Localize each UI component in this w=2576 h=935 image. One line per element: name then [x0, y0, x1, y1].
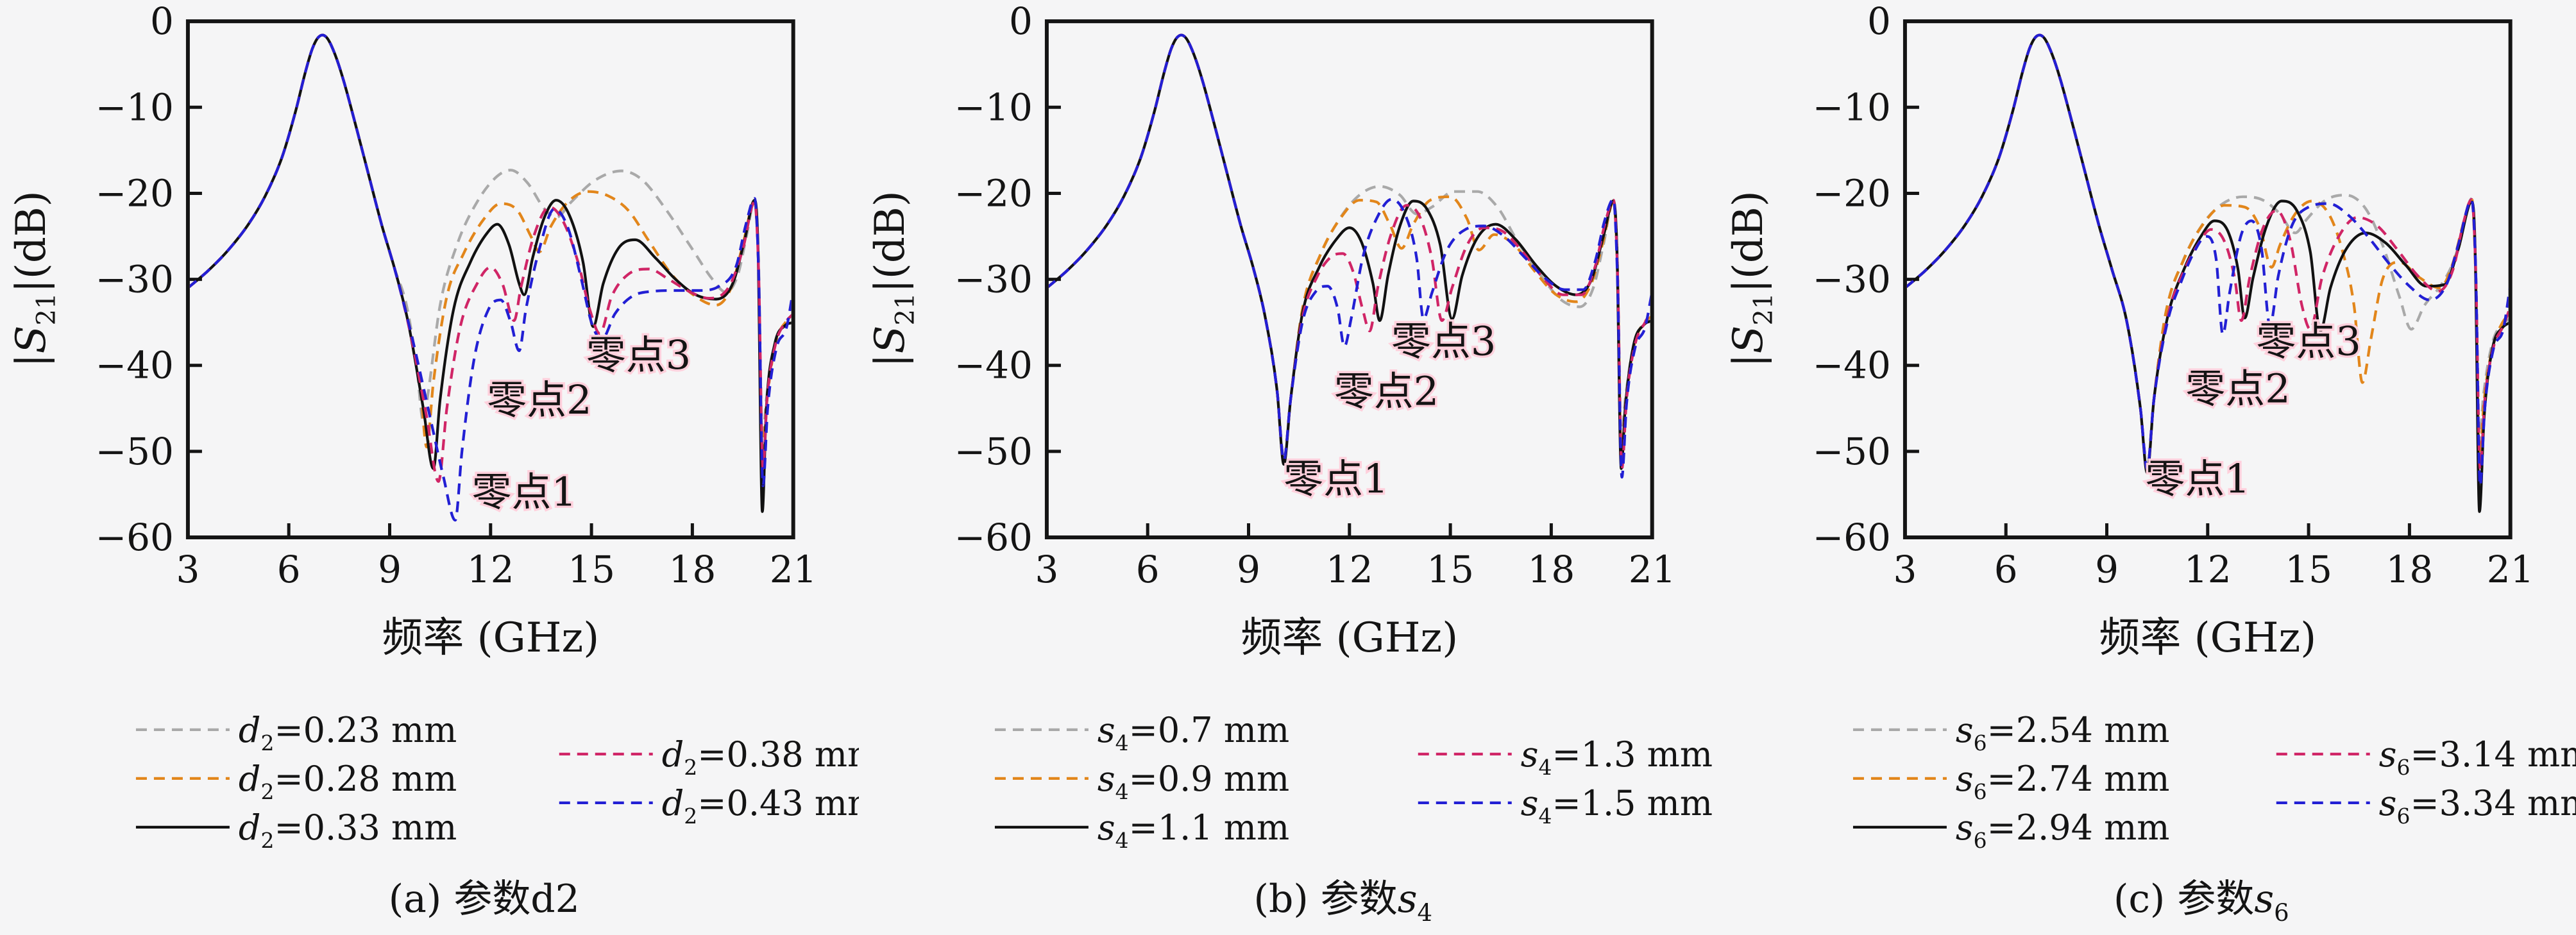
legend-item-label: s4=1.1 mm: [1097, 807, 1289, 853]
series-line-s4-1.1-mm: [1048, 33, 1650, 470]
y-tick-label: −50: [1813, 430, 1891, 473]
legend-item-label: s4=1.5 mm: [1520, 783, 1712, 829]
x-tick-label: 6: [1135, 548, 1159, 591]
series-group: [189, 33, 792, 522]
x-tick-label: 18: [2386, 548, 2434, 591]
y-tick-label: −60: [954, 516, 1032, 559]
x-tick-label: 21: [770, 548, 817, 591]
x-tick-label: 9: [2095, 548, 2119, 591]
legend-item-label: s4=0.9 mm: [1097, 759, 1289, 804]
x-tick-label: 18: [1527, 548, 1575, 591]
y-tick-label: −40: [954, 344, 1032, 387]
legend-item-label: s6=3.14 mm: [2379, 734, 2576, 780]
legend-item-label: d2=0.23 mm: [239, 710, 457, 755]
zero-annotation: 零点2: [1334, 367, 1438, 414]
x-tick-label: 15: [1427, 548, 1474, 591]
y-tick-label: −20: [1813, 171, 1891, 215]
zero-annotation: 零点2: [2186, 365, 2291, 412]
panel-b: 3 6 9 12 15 18 21 0 −10 −20 −30 −40 −50 −60 频率 (GHz) |S…: [859, 0, 1718, 935]
x-tick-label: 3: [1035, 548, 1058, 591]
plot-border: [185, 19, 795, 539]
x-tick-label: 3: [176, 548, 199, 591]
y-tick-label: 0: [1867, 0, 1891, 43]
y-tick-label: 0: [1009, 0, 1033, 43]
zero-annotation: 零点1: [1284, 455, 1388, 502]
y-tick-label: 0: [150, 0, 174, 43]
x-tick-label: 21: [1628, 548, 1675, 591]
series-line-s6-3.34-mm: [1907, 33, 2509, 487]
x-axis-label: 频率 (GHz): [382, 614, 599, 662]
y-tick-label: −40: [96, 344, 174, 387]
legend-item-label: s6=2.54 mm: [1956, 710, 2170, 755]
x-tick-label: 15: [2285, 548, 2333, 591]
x-tick-label: 21: [2487, 548, 2534, 591]
series-line-s4-1.5-mm: [1048, 33, 1650, 479]
x-tick-label: 9: [1237, 548, 1260, 591]
y-axis-label: |S21|(dB): [867, 190, 920, 367]
legend-item-label: d2=0.43 mm: [662, 783, 859, 829]
panel-caption: (b) 参数s4: [1253, 877, 1432, 927]
y-tick-label: −50: [954, 430, 1032, 473]
zero-annotation: 零点3: [2257, 318, 2361, 365]
y-tick-label: −30: [96, 258, 174, 301]
series-line-s6-2.74-mm: [1907, 33, 2509, 470]
y-tick-label: −30: [1813, 258, 1891, 301]
panel-caption: (a) 参数d2: [389, 877, 580, 922]
x-tick-label: 15: [568, 548, 615, 591]
y-tick-label: −10: [954, 85, 1032, 129]
y-tick-label: −10: [1813, 85, 1891, 129]
series-line-s6-2.94-mm: [1907, 33, 2509, 513]
legend-item-label: s6=3.34 mm: [2379, 783, 2576, 829]
y-tick-label: −50: [96, 430, 174, 473]
y-tick-label: −30: [954, 258, 1032, 301]
x-tick-label: 12: [467, 548, 514, 591]
legend-item-label: s6=2.74 mm: [1956, 759, 2170, 804]
series-line-d2-0.38-mm: [189, 33, 792, 483]
y-tick-label: −20: [96, 171, 174, 215]
legend-item-label: d2=0.33 mm: [239, 807, 457, 853]
chart-c-svg: 3 6 9 12 15 18 21 0 −10 −20 −30 −40 −50 −60 频率 (GHz) |S…: [1725, 0, 2576, 927]
x-tick-label: 6: [277, 548, 301, 591]
zero-annotation: 零点1: [2146, 455, 2250, 502]
y-tick-label: −10: [96, 85, 174, 129]
legend-item-label: d2=0.38 mm: [662, 734, 859, 780]
y-axis-label: |S21|(dB): [8, 190, 61, 367]
y-tick-label: −40: [1813, 344, 1891, 387]
legend-item-label: s6=2.94 mm: [1956, 807, 2170, 853]
x-axis-label: 频率 (GHz): [1241, 614, 1458, 662]
zero-annotation: 零点2: [487, 376, 591, 423]
x-tick-label: 3: [1894, 548, 1917, 591]
panel-c: 3 6 9 12 15 18 21 0 −10 −20 −30 −40 −50 −60 频率 (GHz) |S…: [1717, 0, 2576, 935]
zero-annotation: 零点3: [1391, 318, 1496, 365]
x-axis-label: 频率 (GHz): [2099, 614, 2317, 662]
legend-item-label: s4=1.3 mm: [1520, 734, 1712, 780]
y-tick-label: −20: [954, 171, 1032, 215]
x-tick-label: 12: [2184, 548, 2232, 591]
series-group: [1048, 33, 1650, 479]
series-group: [1907, 33, 2509, 513]
legend-item-label: s4=0.7 mm: [1097, 710, 1289, 755]
x-tick-label: 9: [378, 548, 402, 591]
zero-annotation: 零点3: [586, 332, 691, 378]
panel-a: 3 6 9 12 15 18 21 0 −10 −20 −30 −40 −50 −60 频率 (GHz) |S…: [0, 0, 859, 935]
y-tick-label: −60: [96, 516, 174, 559]
x-tick-label: 6: [1994, 548, 2018, 591]
y-axis-label: |S21|(dB): [1725, 190, 1778, 367]
x-tick-label: 12: [1326, 548, 1373, 591]
x-tick-label: 18: [669, 548, 716, 591]
series-line-d2-0.33-mm: [189, 33, 792, 513]
series-line-d2-0.43-mm: [189, 33, 792, 522]
zero-annotation: 零点1: [472, 468, 577, 515]
chart-a-svg: 3 6 9 12 15 18 21 0 −10 −20 −30 −40 −50 −60 频率 (GHz) |S…: [8, 0, 859, 922]
y-tick-label: −60: [1813, 516, 1891, 559]
legend-item-label: d2=0.28 mm: [239, 759, 457, 804]
chart-b-svg: 3 6 9 12 15 18 21 0 −10 −20 −30 −40 −50 −60 频率 (GHz) |S…: [867, 0, 1713, 927]
panel-caption: (c) 参数s6: [2114, 877, 2289, 927]
